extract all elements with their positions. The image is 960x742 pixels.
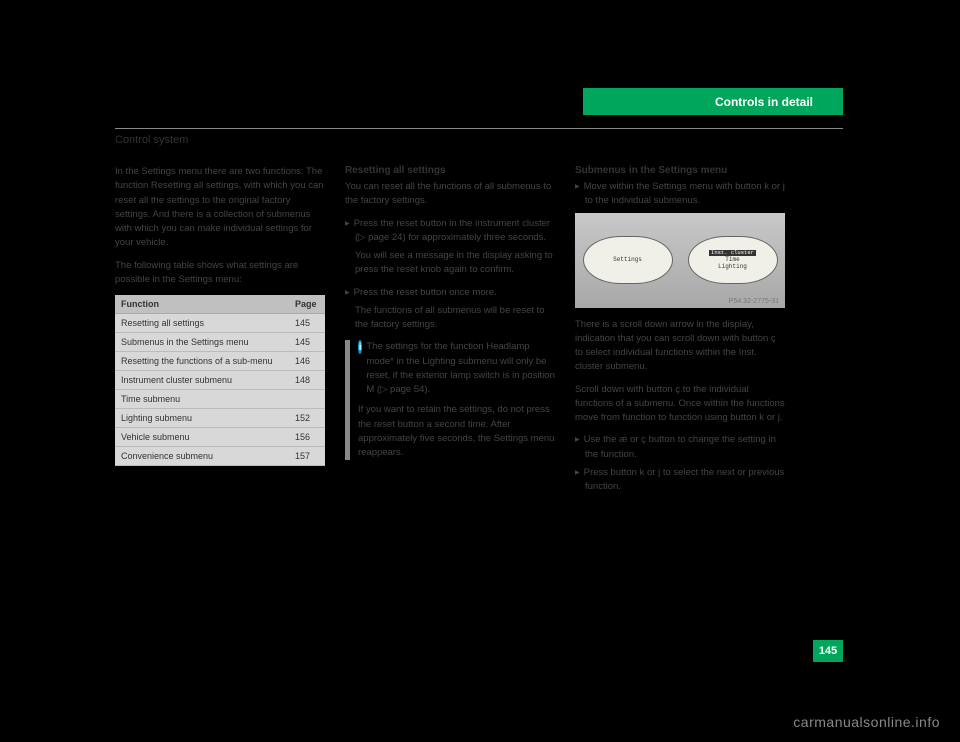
lens-right-highlight: Inst. cluster [709,250,756,257]
watermark: carmanualsonline.info [793,714,940,730]
table-row: Resetting all settings145 [115,314,325,333]
image-code: P54.32-2775-31 [729,298,779,305]
lens-left-text: Settings [613,256,642,263]
info-block: i The settings for the function Headlamp… [345,340,555,460]
col1-p1: In the Settings menu there are two funct… [115,165,325,251]
col3-b2: Use the æ or ç button to change the sett… [575,433,785,462]
col2-info1: The settings for the function Headlamp m… [366,340,555,397]
display-left-lens: Settings [583,236,673,284]
col2-heading: Resetting all settings [345,165,555,176]
col3-b1: Move within the Settings menu with butto… [575,180,785,209]
page-number-badge: 145 [813,640,843,662]
col3-p2: Scroll down with button ç to the individ… [575,383,785,426]
header-tab: Controls in detail [583,88,843,115]
table-row: Lighting submenu152 [115,409,325,428]
col2-b2: Press the reset button once more. [345,286,555,300]
header-title: Controls in detail [715,95,813,109]
display-right-lens: Inst. cluster Time Lighting [688,236,778,284]
table-row: Vehicle submenu156 [115,428,325,447]
function-table: Function Page Resetting all settings145 … [115,295,325,466]
column-3: Submenus in the Settings menu Move withi… [575,165,785,498]
lens-right-l3: Lighting [718,263,747,270]
col2-p3: The functions of all submenus will be re… [345,304,555,333]
section-title: Control system [115,134,188,146]
column-1: In the Settings menu there are two funct… [115,165,325,466]
col2-b1: Press the reset button in the instrument… [345,217,555,246]
th-page: Page [289,295,325,314]
info-icon: i [358,340,362,354]
instrument-display-image: Settings Inst. cluster Time Lighting P54… [575,213,785,308]
col3-b3: Press button k or j to select the next o… [575,466,785,495]
col2-p2: You will see a message in the display as… [345,249,555,278]
table-row: Resetting the functions of a sub-menu146 [115,352,325,371]
col2-info2: If you want to retain the settings, do n… [358,403,555,460]
divider [115,128,843,129]
table-row: Instrument cluster submenu148 [115,371,325,390]
col3-heading: Submenus in the Settings menu [575,165,785,176]
table-row: Time submenu [115,390,325,409]
column-2: Resetting all settings You can reset all… [345,165,555,468]
th-function: Function [115,295,289,314]
table-row: Submenus in the Settings menu145 [115,333,325,352]
col1-p2: The following table shows what settings … [115,259,325,288]
lens-right-l2: Time [725,256,739,263]
col2-p1: You can reset all the functions of all s… [345,180,555,209]
table-row: Convenience submenu157 [115,447,325,466]
col3-p1: There is a scroll down arrow in the disp… [575,318,785,375]
